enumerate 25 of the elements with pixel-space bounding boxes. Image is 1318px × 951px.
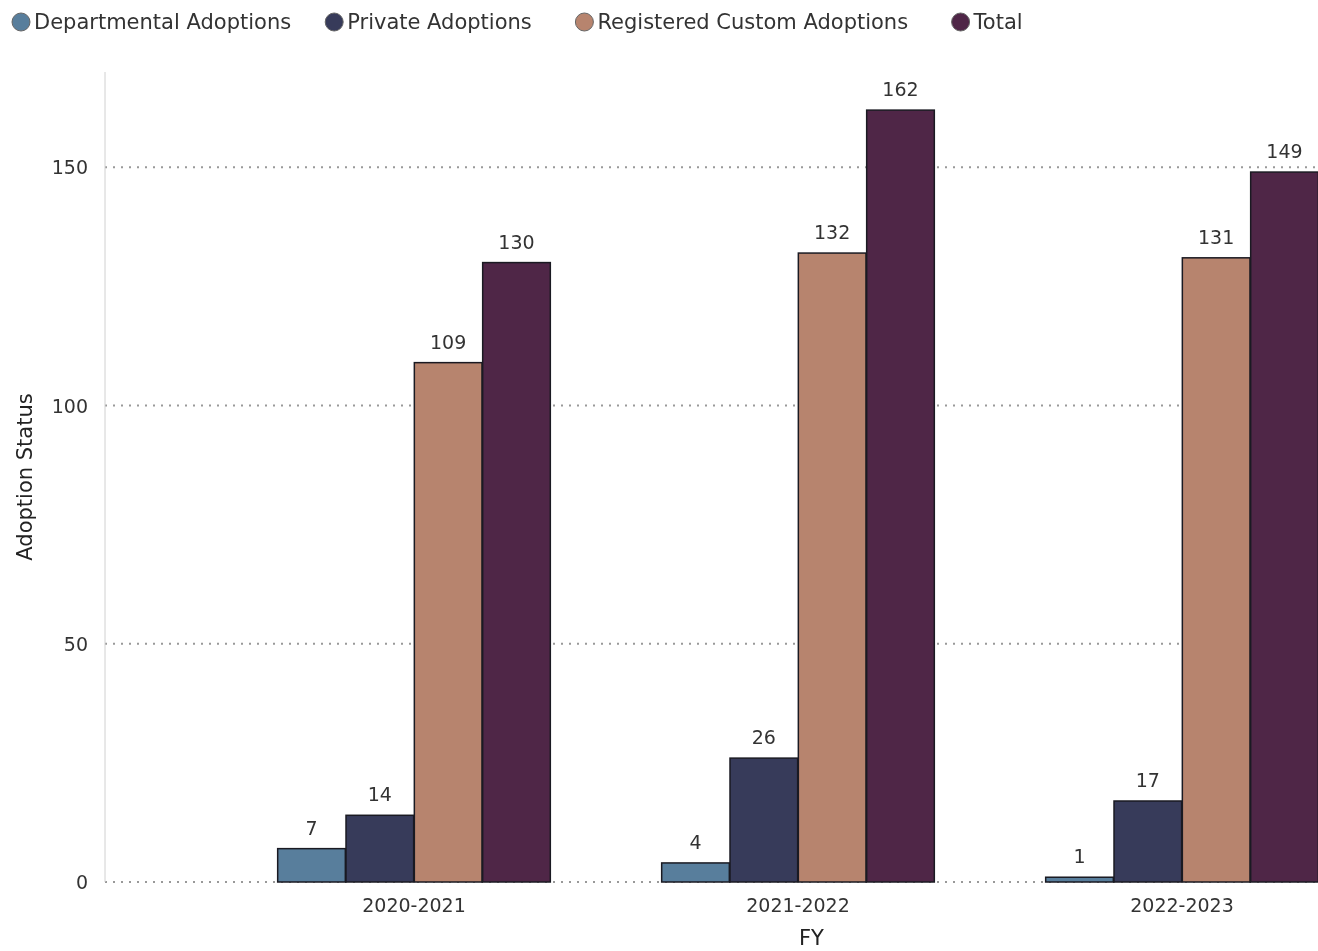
data-label: 130 xyxy=(498,230,535,253)
y-tick-label: 0 xyxy=(75,871,88,893)
x-tick-label: 2020-2021 xyxy=(362,894,466,916)
data-label: 149 xyxy=(1266,140,1303,163)
data-label: 162 xyxy=(882,78,919,101)
legend-label: Private Adoptions xyxy=(347,10,532,34)
data-label: 17 xyxy=(1135,769,1160,791)
data-label: 7 xyxy=(305,816,318,839)
legend-label: Registered Custom Adoptions xyxy=(597,10,909,34)
x-axis-title: FY xyxy=(799,926,825,950)
data-label: 14 xyxy=(367,783,392,806)
x-tick-label: 2022-2023 xyxy=(1130,894,1234,916)
x-tick-label: 2021-2022 xyxy=(746,894,850,916)
data-label: 131 xyxy=(1198,225,1235,248)
data-label: 132 xyxy=(814,221,851,244)
y-tick-label: 100 xyxy=(51,394,88,417)
legend-label: Total xyxy=(972,10,1023,34)
y-axis-title: Adoption Status xyxy=(13,393,37,561)
y-tick-label: 150 xyxy=(51,156,88,179)
data-label: 109 xyxy=(430,330,467,353)
data-label: 1 xyxy=(1073,845,1086,868)
y-tick-label: 50 xyxy=(63,632,88,655)
data-label: 4 xyxy=(689,830,702,853)
legend-label: Departmental Adoptions xyxy=(34,10,292,34)
data-label: 26 xyxy=(751,726,776,749)
